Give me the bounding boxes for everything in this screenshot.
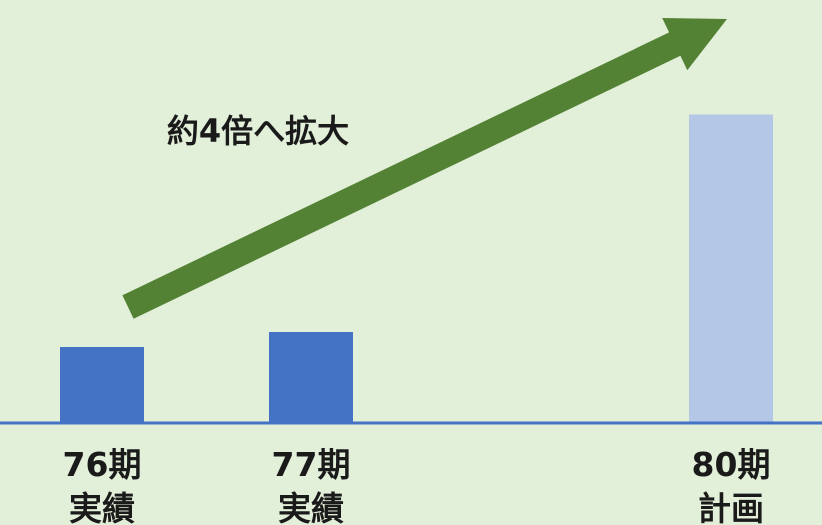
growth-arrow <box>122 18 727 319</box>
bars-group <box>60 114 773 422</box>
category-label-0-line-0: 76期 <box>63 445 142 484</box>
category-label-0-line-1: 実績 <box>69 489 135 525</box>
bar-0 <box>60 347 144 422</box>
bar-1 <box>269 332 353 422</box>
category-label-2-line-0: 80期 <box>692 445 771 484</box>
growth-annotation: 約4倍へ拡大 <box>167 112 349 150</box>
category-label-1-line-1: 実績 <box>278 489 344 525</box>
category-label-2-line-1: 計画 <box>698 489 764 525</box>
category-label-1-line-0: 77期 <box>272 445 351 484</box>
bar-2 <box>689 114 773 422</box>
